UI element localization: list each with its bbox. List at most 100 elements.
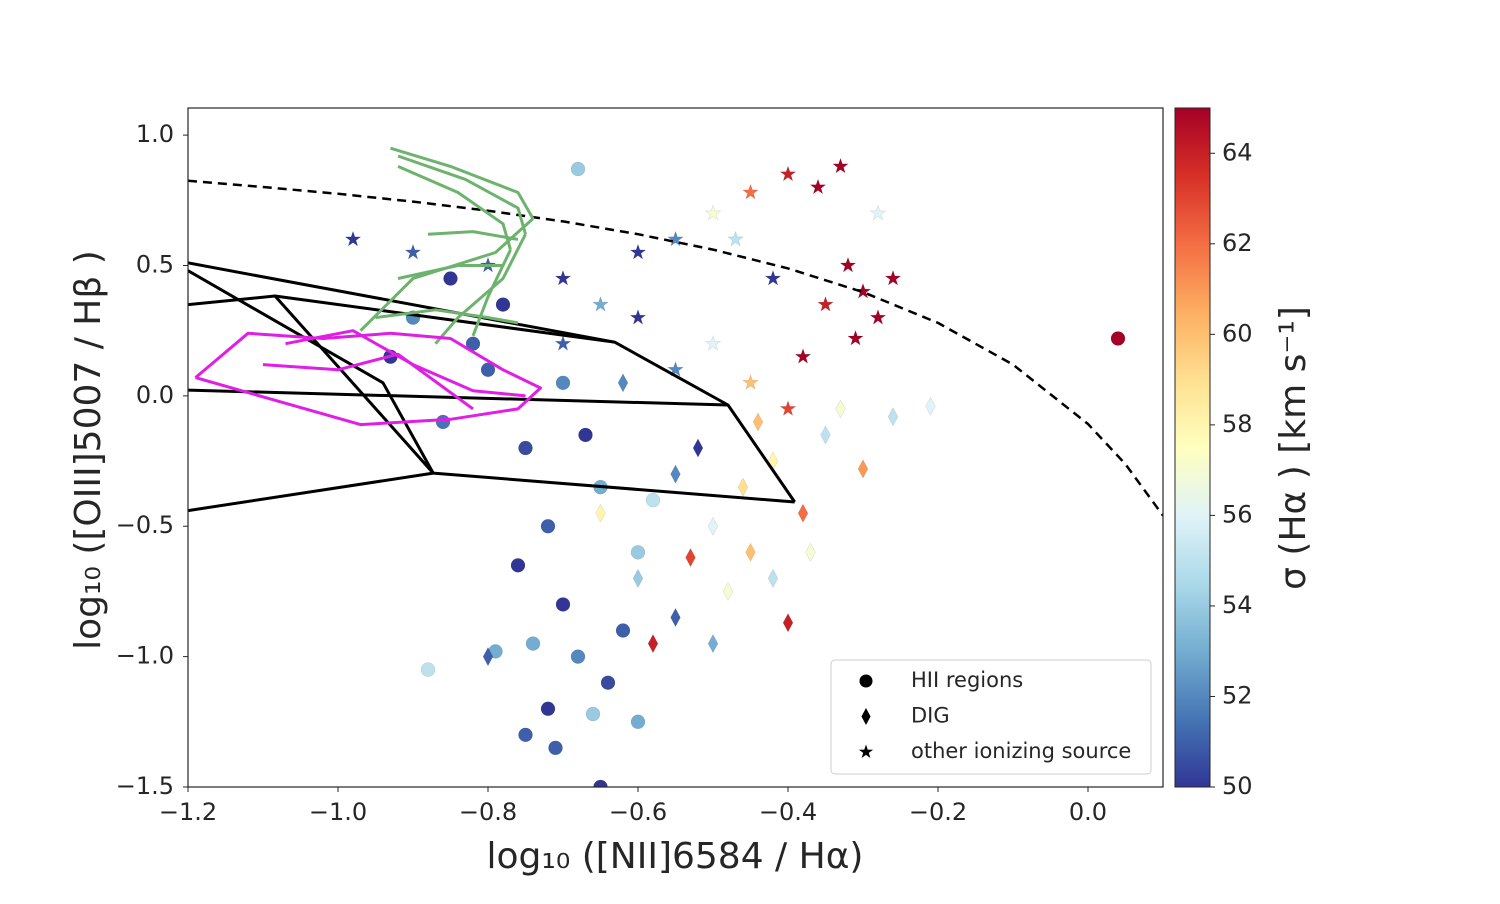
line [434, 233, 527, 345]
colorbar-label: σ (Hα ) [km s⁻¹] [1273, 306, 1314, 590]
point [737, 477, 749, 497]
line [188, 179, 1163, 517]
point [554, 269, 572, 286]
y-tick-label: −0.5 [116, 511, 174, 539]
point [685, 547, 696, 568]
point [570, 161, 586, 177]
point [585, 706, 601, 722]
point [667, 360, 684, 377]
point [839, 256, 857, 273]
point [869, 308, 887, 325]
point [767, 568, 779, 589]
point [704, 334, 722, 351]
colorbar-tick-label: 62 [1222, 229, 1253, 257]
line [262, 352, 474, 411]
point [540, 701, 556, 717]
point [570, 649, 586, 664]
legend-marker [861, 708, 871, 725]
y-tick-label: 0.0 [136, 381, 174, 409]
line [375, 308, 519, 325]
point [742, 374, 759, 390]
point [629, 243, 647, 260]
x-tick-label: −1.2 [159, 798, 217, 826]
colorbar-tick-label: 64 [1222, 138, 1253, 166]
y-tick-label: −1.0 [116, 642, 174, 670]
x-tick-label: −0.8 [459, 798, 517, 826]
point [525, 636, 541, 651]
point [518, 440, 533, 456]
y-tick-label: 0.5 [136, 250, 174, 278]
point [630, 714, 646, 730]
line [397, 165, 512, 251]
point [857, 459, 869, 479]
point [1110, 331, 1126, 346]
point [555, 597, 571, 612]
colorbar-tick-label: 50 [1222, 772, 1253, 800]
point [707, 633, 719, 654]
colorbar-tick-label: 60 [1222, 319, 1253, 347]
plot-frame [187, 107, 1164, 788]
point [670, 464, 681, 484]
point [887, 407, 899, 427]
x-axis-label: log₁₀ ([NII]6584 / Hα) [487, 836, 864, 877]
point [592, 295, 609, 312]
colorbar-tick-label: 52 [1222, 681, 1253, 709]
point [578, 427, 593, 443]
point [435, 414, 451, 430]
line [188, 294, 795, 504]
point [482, 646, 494, 667]
point [420, 662, 436, 677]
line [188, 471, 434, 513]
legend-label: other ionizing source [911, 739, 1131, 763]
point [632, 568, 644, 589]
colorbar-tick-label: 56 [1222, 500, 1253, 528]
point [554, 334, 572, 351]
point [692, 438, 704, 458]
legend-marker [859, 674, 873, 688]
point [782, 613, 794, 633]
point [847, 329, 864, 346]
point [832, 157, 849, 174]
point [817, 295, 834, 312]
point [540, 518, 556, 534]
point [835, 399, 846, 419]
line [188, 261, 796, 503]
point [764, 269, 782, 286]
colorbar [1174, 107, 1211, 788]
point [925, 396, 936, 416]
point [820, 425, 831, 445]
point [722, 581, 734, 602]
legend-box [830, 659, 1152, 775]
point [495, 297, 511, 312]
point [707, 516, 719, 536]
point [745, 542, 756, 562]
x-tick-label: −1.0 [309, 798, 367, 826]
point [779, 400, 797, 417]
point [404, 243, 422, 260]
point [670, 607, 681, 628]
point [667, 230, 684, 247]
point [630, 545, 646, 560]
point [805, 542, 816, 562]
plot-area [188, 146, 1163, 787]
x-tick-label: −0.6 [609, 798, 667, 826]
line [397, 154, 527, 235]
line [397, 264, 503, 280]
point [443, 271, 458, 286]
legend-label: HII regions [911, 668, 1023, 692]
x-tick-label: −0.2 [909, 798, 967, 826]
line [188, 269, 435, 474]
point [752, 412, 764, 432]
point [704, 204, 722, 221]
y-tick-label: 1.0 [136, 120, 174, 148]
point [593, 779, 608, 787]
point [600, 675, 616, 690]
point [727, 230, 744, 247]
line [427, 230, 519, 241]
point [797, 503, 809, 523]
point [548, 740, 563, 756]
point [742, 183, 759, 200]
point [647, 633, 659, 654]
